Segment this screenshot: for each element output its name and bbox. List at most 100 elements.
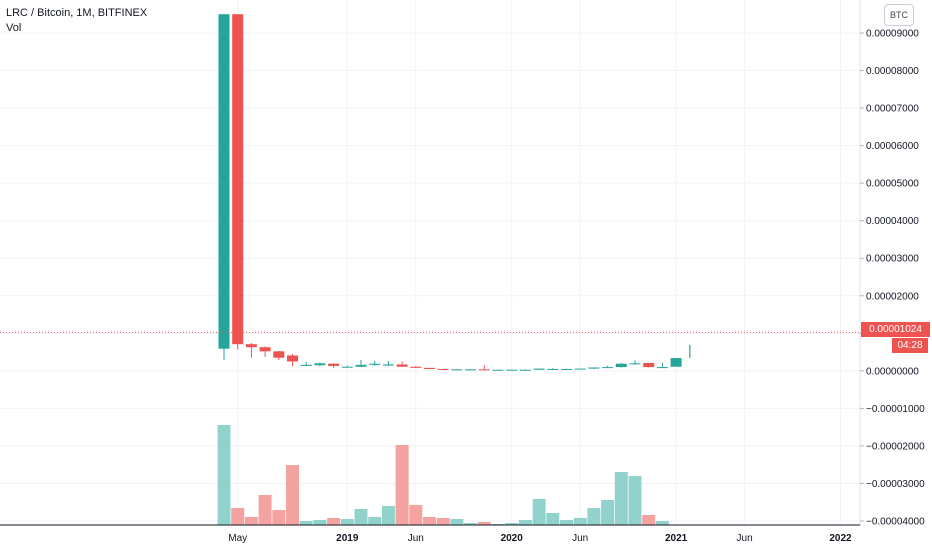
time-tick-label: Jun (737, 533, 753, 544)
candle-body (689, 344, 691, 359)
volume-bar (231, 508, 245, 525)
candle-body (232, 14, 244, 345)
candle-body (574, 368, 586, 370)
last-price-tag: 0.00001024 (861, 322, 930, 337)
candle-body (369, 363, 381, 365)
time-tick-label: 2019 (336, 533, 359, 544)
volume-bar (505, 523, 519, 525)
price-tick-label: 0.00002000 (866, 291, 919, 302)
candle-body (355, 364, 367, 367)
time-tick-label: 2022 (829, 533, 852, 544)
candle-body (410, 366, 422, 368)
bar-countdown-tag: 04:28 (892, 338, 928, 353)
volume-bar (614, 472, 628, 525)
candle-body (533, 368, 545, 370)
volume-bar (601, 500, 615, 525)
volume-bar (354, 509, 368, 525)
price-tick-label: 0.00008000 (866, 66, 919, 77)
candle-body (259, 347, 271, 352)
candle-body (437, 368, 449, 370)
volume-bar (464, 523, 478, 525)
candle-body (451, 369, 463, 371)
volume-bar (532, 499, 546, 525)
price-tick-label: 0.00009000 (866, 29, 919, 40)
symbol-title: LRC / Bitcoin, 1M, BITFINEX (6, 7, 148, 19)
time-tick-label: 2021 (665, 533, 688, 544)
candle-body (602, 367, 614, 369)
price-tick-label: 0.00006000 (866, 141, 919, 152)
volume-bar (299, 521, 313, 525)
candle-body (465, 369, 477, 371)
time-axis[interactable]: May 2019 Jun 2020 Jun 2021 Jun 2022 (228, 533, 852, 544)
candle-body (273, 351, 285, 358)
volume-bar (395, 445, 409, 525)
volume-bar (655, 521, 669, 525)
candle-body (519, 369, 531, 371)
candle-body (424, 367, 435, 369)
candle-body (328, 363, 340, 366)
candle-body (300, 364, 312, 366)
candle-body (287, 355, 298, 362)
candles (218, 14, 691, 371)
candle-body (643, 362, 655, 368)
volume-bar (642, 515, 656, 525)
price-tick-label: 0.00004000 (866, 216, 919, 227)
volume-bar (628, 476, 642, 525)
chart-legend: LRC / Bitcoin, 1M, BITFINEX Vol (6, 6, 147, 36)
volume-bar (423, 517, 436, 525)
volume-bar (381, 506, 395, 525)
volume-label: Vol (6, 22, 22, 34)
volume-bar (560, 520, 573, 525)
price-axis[interactable]: 0.00009000 0.00008000 0.00007000 0.00006000… (860, 29, 925, 528)
candle-body (492, 369, 504, 371)
volume-bar (258, 495, 272, 525)
candle-body (561, 368, 572, 370)
volume-bar (573, 518, 587, 525)
candle-body (629, 363, 641, 365)
time-tick-label: 2020 (501, 533, 524, 544)
volume-bar (327, 518, 341, 525)
candle-body (615, 363, 627, 368)
price-tick-label: −0.00001000 (866, 404, 925, 415)
price-tick-label: 0.00000000 (866, 366, 919, 377)
volume-bar (546, 513, 560, 525)
candle-body (396, 364, 408, 367)
candle-body (670, 358, 682, 367)
volume-bar (313, 520, 327, 525)
price-tick-label: 0.00007000 (866, 104, 919, 115)
candle-body (478, 369, 490, 371)
time-tick-label: Jun (572, 533, 588, 544)
volume-bar (217, 425, 231, 525)
candle-body (341, 366, 353, 368)
candle-body (506, 369, 518, 371)
volume-bar (272, 510, 286, 525)
volume-bar (450, 519, 464, 525)
time-tick-label: May (228, 533, 247, 544)
candle-body (245, 344, 257, 348)
price-tick-label: −0.00004000 (866, 517, 925, 528)
volume-bar (286, 465, 299, 525)
volume-bars (217, 425, 669, 525)
price-tick-label: 0.00003000 (866, 254, 919, 265)
price-tick-label: 0.00005000 (866, 179, 919, 190)
volume-bar (340, 519, 354, 525)
volume-bar (587, 508, 601, 525)
volume-bar (244, 517, 258, 525)
candle-body (547, 368, 559, 370)
currency-unit-button[interactable]: BTC (884, 4, 914, 26)
volume-bar (368, 517, 382, 525)
price-tick-label: −0.00003000 (866, 479, 925, 490)
time-tick-label: Jun (408, 533, 424, 544)
candle-body (656, 367, 668, 369)
price-tick-label: −0.00002000 (866, 441, 925, 452)
candle-body (382, 364, 394, 366)
volume-bar (409, 505, 423, 525)
chart-grid (0, 0, 860, 525)
volume-bar (518, 520, 532, 525)
candle-body (588, 367, 600, 369)
candle-body (218, 14, 230, 349)
candle-body (314, 363, 326, 366)
volume-bar (477, 522, 491, 525)
volume-bar (436, 518, 450, 525)
